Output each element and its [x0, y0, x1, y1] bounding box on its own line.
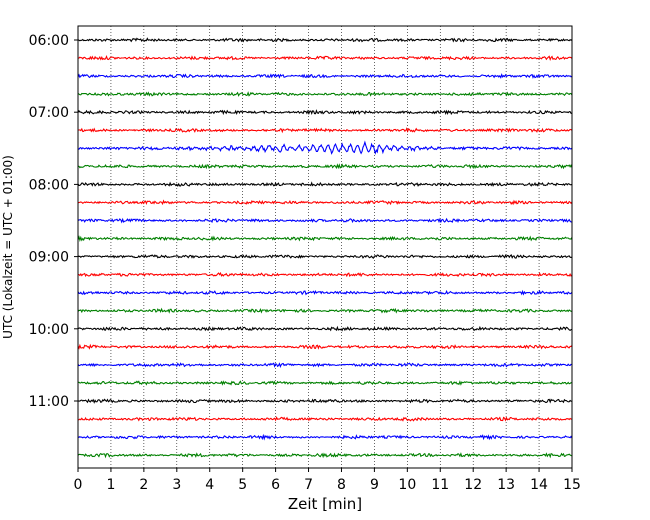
y-tick-label: 07:00 — [29, 105, 69, 121]
x-tick-label: 11 — [431, 477, 449, 493]
plot-frame — [77, 25, 573, 469]
seismogram-traces — [77, 37, 573, 459]
seismogram-trace — [77, 433, 573, 441]
seismogram-trace — [77, 199, 573, 206]
x-tick-label: 12 — [464, 477, 482, 493]
seismogram-trace — [77, 73, 573, 79]
x-tick-label: 4 — [205, 477, 214, 493]
x-tick-label: 7 — [304, 477, 313, 493]
seismogram-trace — [77, 289, 573, 296]
seismogram-trace — [77, 416, 572, 422]
seismogram-trace — [77, 217, 572, 224]
y-tick-label: 06:00 — [29, 33, 69, 49]
seismogram-trace — [77, 254, 573, 259]
y-tick-label: 11:00 — [29, 394, 69, 410]
seismogram-trace — [77, 271, 573, 278]
x-tick-label: 1 — [106, 477, 115, 493]
x-tick-label: 9 — [370, 477, 379, 493]
seismogram-trace — [77, 181, 573, 188]
x-tick-label: 6 — [271, 477, 280, 493]
seismogram-trace — [77, 55, 573, 62]
seismogram-trace — [77, 91, 573, 97]
x-tick-label: 10 — [398, 477, 416, 493]
y-tick-label: 09:00 — [29, 250, 69, 266]
x-tick-label: 14 — [530, 477, 548, 493]
seismogram-trace — [77, 343, 573, 350]
seismogram-trace — [78, 127, 573, 134]
seismogram-trace — [77, 163, 573, 170]
x-tick-label: 13 — [497, 477, 515, 493]
seismogram-trace — [77, 307, 573, 314]
seismogram-trace — [77, 37, 573, 43]
seismogram-trace — [77, 362, 573, 368]
y-axis: 06:00 07:00 08:00 09:00 10:00 11:00 — [29, 33, 78, 410]
x-tick-label: 5 — [238, 477, 247, 493]
x-tick-label: 3 — [172, 477, 181, 493]
x-tick-label: 2 — [139, 477, 148, 493]
x-axis-label: Zeit [min] — [288, 495, 362, 513]
seismogram-trace — [77, 452, 573, 459]
x-axis: 0 1 2 3 4 5 6 7 8 9 10 11 12 13 14 15 — [74, 468, 581, 493]
seismogram-trace — [77, 235, 573, 242]
y-tick-label: 08:00 — [29, 177, 69, 193]
x-tick-label: 15 — [563, 477, 581, 493]
seismogram-trace — [77, 140, 573, 155]
seismogram-trace — [77, 325, 573, 332]
y-tick-label: 10:00 — [29, 322, 69, 338]
x-tick-label: 8 — [337, 477, 346, 493]
y-axis-label: UTC (Lokalzeit = UTC + 01:00) — [1, 155, 15, 339]
seismogram-trace — [77, 398, 572, 404]
seismogram-trace — [78, 380, 573, 386]
x-tick-label: 0 — [74, 477, 83, 493]
seismogram-trace — [77, 109, 573, 116]
